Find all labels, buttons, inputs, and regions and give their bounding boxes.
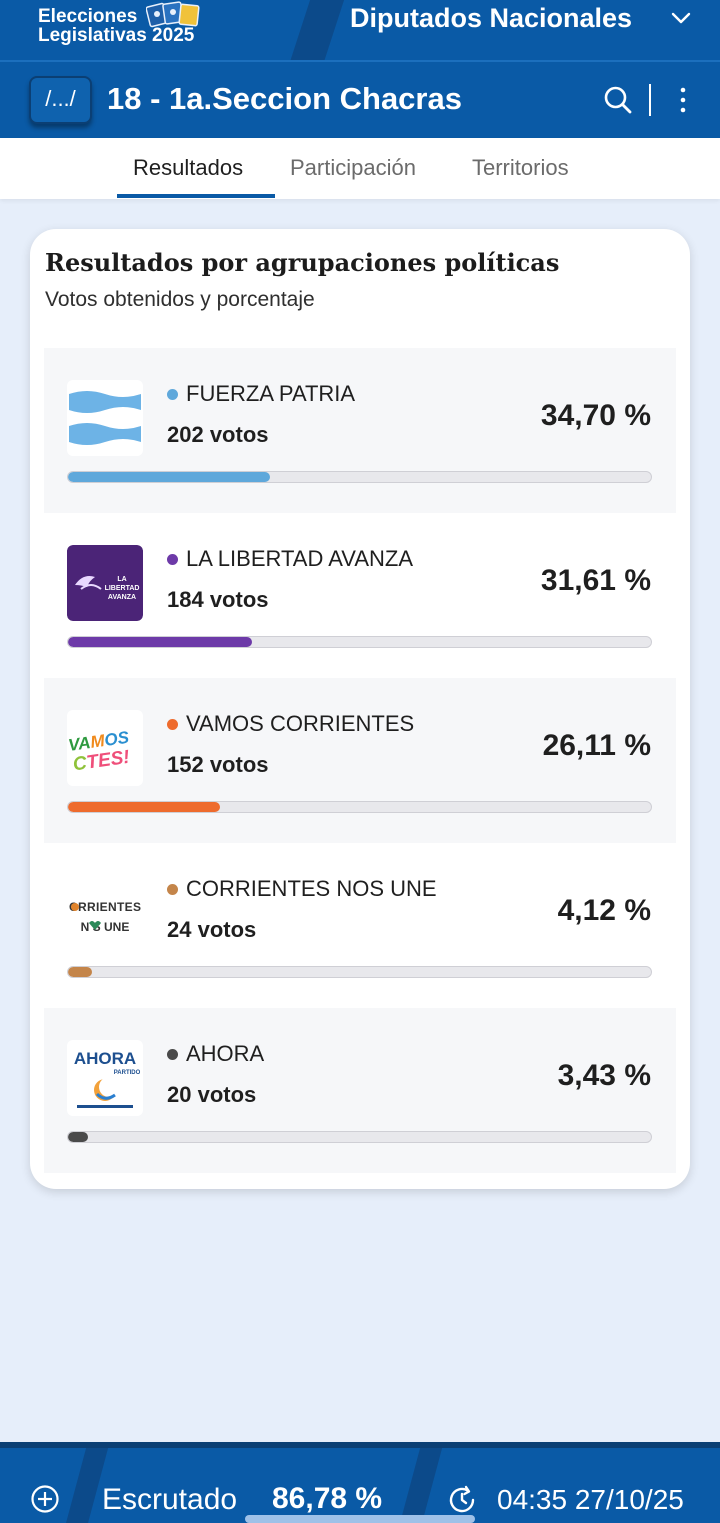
- party-color-dot: [167, 388, 178, 400]
- election-brand[interactable]: Elecciones Legislativas 2025: [38, 1, 200, 46]
- chamber-selector[interactable]: Diputados Nacionales: [350, 3, 633, 33]
- party-color-dot: [167, 718, 178, 730]
- party-row[interactable]: LA LIBERTAD AVANZA LA LIBERTAD AVANZA 18…: [44, 513, 676, 678]
- vote-share-fill: [68, 802, 221, 812]
- svg-text:AHORA: AHORA: [74, 1049, 136, 1068]
- party-percent: 31,61 %: [540, 564, 651, 597]
- app-header: Elecciones Legislativas 2025 Diputados N…: [0, 0, 720, 60]
- scrutiny-value: 86,78 %: [272, 1482, 383, 1515]
- scrutiny-label: Escrutado: [102, 1483, 238, 1516]
- corrientes-nos-une-logo-icon: CRRIENTES N S UNE: [67, 875, 143, 951]
- party-color-dot: [167, 553, 178, 565]
- party-percent: 26,11 %: [542, 729, 651, 762]
- libertad-avanza-logo-icon: LA LIBERTAD AVANZA: [67, 545, 143, 621]
- results-title: Resultados por agrupaciones políticas: [45, 248, 560, 277]
- ballot-box-icon: [146, 1, 200, 28]
- last-update-timestamp: 04:35 27/10/25: [497, 1484, 684, 1515]
- ahora-logo-icon: AHORA PARTIDO: [67, 1040, 143, 1116]
- svg-text:CRRIENTES: CRRIENTES: [69, 900, 141, 914]
- party-name-label: LA LIBERTAD AVANZA: [186, 546, 414, 571]
- party-row[interactable]: VAMOS CTES! VAMOS CORRIENTES 152 votos 2…: [44, 678, 676, 843]
- party-percent: 34,70 %: [540, 399, 651, 432]
- party-name: VAMOS CORRIENTES: [167, 710, 414, 738]
- tab-bar: Resultados Participación Territorios: [0, 138, 720, 199]
- results-subtitle: Votos obtenidos y porcentaje: [45, 288, 315, 311]
- vamos-corrientes-logo-icon: VAMOS CTES!: [67, 710, 143, 786]
- vote-share-fill: [68, 967, 93, 977]
- party-logo: [67, 380, 143, 456]
- plus-circle-icon[interactable]: [30, 1484, 60, 1514]
- party-row[interactable]: AHORA PARTIDO AHORA 20 votos 3,43 %: [44, 1008, 676, 1173]
- tab-territorios[interactable]: Territorios: [472, 155, 569, 180]
- party-votes: 202 votos: [167, 422, 269, 447]
- party-percent: 4,12 %: [557, 894, 651, 927]
- party-votes: 152 votos: [167, 752, 269, 777]
- svg-text:AVANZA: AVANZA: [108, 594, 136, 601]
- refresh-clock-icon[interactable]: [446, 1484, 478, 1516]
- footer-divider: [396, 1448, 444, 1523]
- chevron-down-icon[interactable]: [670, 10, 692, 26]
- party-votes: 24 votos: [167, 917, 257, 942]
- party-logo: LA LIBERTAD AVANZA: [67, 545, 143, 621]
- vote-share-bar: [67, 636, 652, 648]
- location-title: 18 - 1a.Seccion Chacras: [107, 81, 462, 116]
- vote-share-fill: [68, 472, 271, 482]
- status-footer: Escrutado 86,78 % 04:35 27/10/25: [0, 1442, 720, 1523]
- vote-share-bar: [67, 966, 652, 978]
- party-name-label: FUERZA PATRIA: [186, 381, 356, 406]
- header-divider: [289, 0, 345, 60]
- results-card: Resultados por agrupaciones políticas Vo…: [30, 229, 690, 1189]
- party-name-label: AHORA: [186, 1041, 265, 1066]
- tab-resultados[interactable]: Resultados: [133, 155, 244, 180]
- party-name: AHORA: [167, 1040, 264, 1068]
- party-logo: VAMOS CTES!: [67, 710, 143, 786]
- argentina-flag-icon: [67, 380, 143, 456]
- party-row[interactable]: CRRIENTES N S UNE CORRIENTES NOS UNE 24 …: [44, 843, 676, 1008]
- party-votes: 184 votos: [167, 587, 269, 612]
- home-indicator[interactable]: [245, 1515, 475, 1523]
- search-icon[interactable]: [603, 85, 633, 115]
- breadcrumb-back-button[interactable]: /.../: [29, 76, 92, 124]
- party-votes: 20 votos: [167, 1082, 257, 1107]
- party-name-label: VAMOS CORRIENTES: [186, 711, 415, 736]
- brand-line-1: Elecciones: [38, 6, 138, 27]
- more-vertical-icon[interactable]: [676, 86, 690, 114]
- brand-line-2: Legislativas 2025: [38, 25, 195, 46]
- party-percent: 3,43 %: [557, 1059, 651, 1092]
- svg-text:N S UNE: N S UNE: [81, 920, 130, 934]
- tab-participacion[interactable]: Participación: [290, 155, 416, 180]
- party-color-dot: [167, 883, 178, 895]
- party-color-dot: [167, 1048, 178, 1060]
- svg-text:LA: LA: [117, 576, 126, 583]
- vote-share-fill: [68, 637, 253, 647]
- vote-share-bar: [67, 1131, 652, 1143]
- party-logo: AHORA PARTIDO: [67, 1040, 143, 1116]
- toolbar-divider: [649, 84, 651, 116]
- vote-share-bar: [67, 801, 652, 813]
- svg-text:LIBERTAD: LIBERTAD: [105, 585, 140, 592]
- vote-share-fill: [68, 1132, 88, 1142]
- active-tab-indicator: [117, 194, 275, 198]
- party-row[interactable]: FUERZA PATRIA 202 votos 34,70 %: [44, 348, 676, 513]
- party-name-label: CORRIENTES NOS UNE: [186, 876, 437, 901]
- vote-share-bar: [67, 471, 652, 483]
- location-bar: /.../ 18 - 1a.Seccion Chacras: [0, 60, 720, 138]
- svg-text:PARTIDO: PARTIDO: [114, 1070, 141, 1076]
- party-logo: CRRIENTES N S UNE: [67, 875, 143, 951]
- party-name: FUERZA PATRIA: [167, 380, 355, 408]
- party-name: LA LIBERTAD AVANZA: [167, 545, 413, 573]
- svg-text:VAMOS: VAMOS: [67, 728, 131, 755]
- party-name: CORRIENTES NOS UNE: [167, 875, 437, 903]
